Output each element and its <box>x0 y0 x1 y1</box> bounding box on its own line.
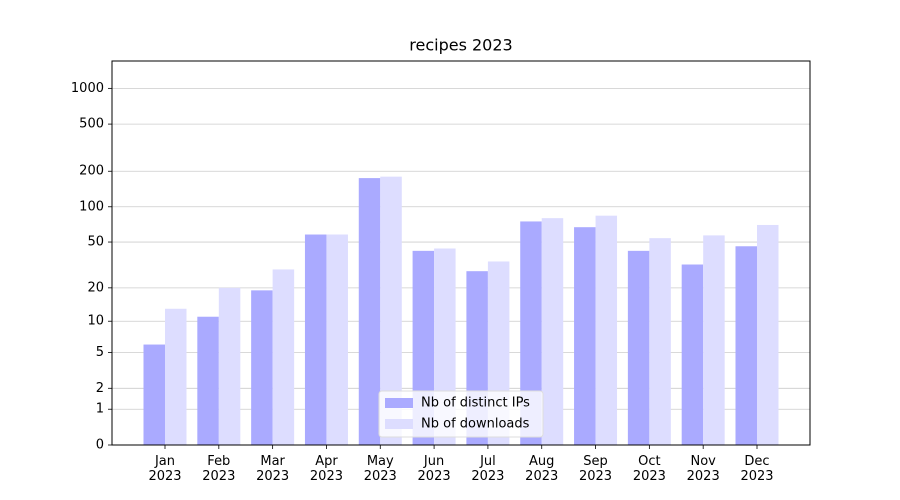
y-tick-label: 20 <box>87 280 104 295</box>
bar <box>541 218 564 445</box>
bar <box>649 238 671 445</box>
bar <box>735 246 757 445</box>
x-tick-label: Oct 2023 <box>633 454 666 484</box>
bar <box>304 234 327 445</box>
bar <box>326 234 348 445</box>
y-tick-label: 10 <box>87 314 104 329</box>
y-tick-label: 50 <box>87 235 104 250</box>
bar <box>520 221 542 445</box>
y-tick-label: 1000 <box>71 81 104 96</box>
x-tick-label: Aug 2023 <box>525 454 558 484</box>
bar <box>681 264 704 445</box>
legend-label: Nb of distinct IPs <box>421 396 530 411</box>
bar <box>703 235 725 445</box>
bar <box>197 316 219 445</box>
x-tick-label: Jul 2023 <box>471 454 504 484</box>
x-tick-label: Jun 2023 <box>418 454 451 484</box>
legend-label: Nb of downloads <box>421 417 530 432</box>
y-tick-label: 2 <box>96 381 104 396</box>
x-tick-label: Jan 2023 <box>148 454 181 484</box>
bar <box>380 176 402 445</box>
x-tick-label: May 2023 <box>364 454 397 484</box>
legend-box <box>378 390 544 438</box>
x-tick-label: Sep 2023 <box>579 454 612 484</box>
bar <box>165 308 187 445</box>
x-tick-label: Feb 2023 <box>202 454 235 484</box>
y-tick-label: 100 <box>79 199 104 214</box>
x-tick-label: Apr 2023 <box>310 454 343 484</box>
bar <box>251 290 273 445</box>
bar <box>574 227 596 445</box>
chart-title: recipes 2023 <box>409 36 512 55</box>
legend: Nb of distinct IPs Nb of downloads <box>378 390 544 438</box>
y-tick-label: 1 <box>96 402 104 417</box>
bar <box>595 215 618 445</box>
bar <box>358 178 381 445</box>
x-tick-label: Mar 2023 <box>256 454 289 484</box>
plot-frame <box>111 60 811 446</box>
bar <box>143 344 165 445</box>
y-tick-label: 500 <box>79 117 104 132</box>
y-tick-label: 0 <box>96 438 104 453</box>
bar <box>757 224 779 445</box>
bar <box>627 250 650 445</box>
legend-swatch <box>385 419 413 429</box>
x-tick-label: Nov 2023 <box>687 454 720 484</box>
bar <box>272 269 295 445</box>
bar <box>218 287 241 445</box>
legend-swatch <box>385 398 413 408</box>
y-tick-label: 5 <box>96 345 104 360</box>
y-tick-label: 200 <box>79 164 104 179</box>
x-tick-label: Dec 2023 <box>740 454 773 484</box>
